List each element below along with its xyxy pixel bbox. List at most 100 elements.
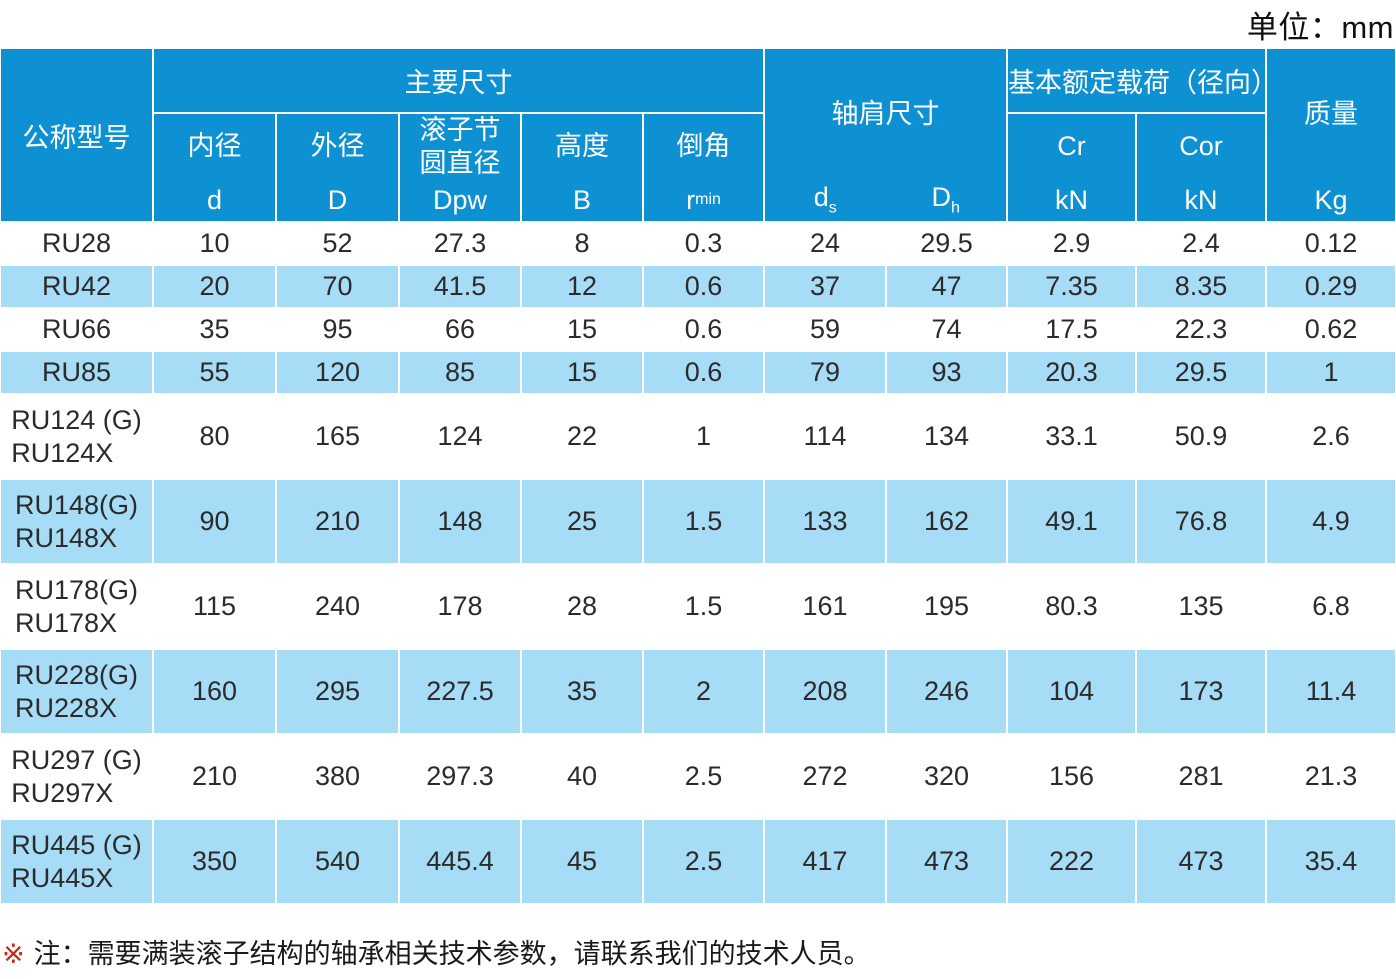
value-cell: 29.5 [1136, 351, 1266, 394]
value-cell: 281 [1136, 734, 1266, 819]
model-cell: RU297 (G) RU297X [0, 734, 153, 819]
value-cell: 79 [764, 351, 886, 394]
header-outer-diameter: 外径 D [276, 113, 399, 222]
value-cell: 2.9 [1007, 222, 1136, 265]
footnote-text: 注：需要满装滚子结构的轴承相关技术参数，请联系我们的技术人员。 [33, 939, 871, 969]
model-cell: RU178(G) RU178X [0, 564, 153, 649]
value-cell: 66 [399, 308, 521, 351]
value-cell: 0.12 [1266, 222, 1396, 265]
header-symbol-ds: ds [813, 182, 837, 217]
value-cell: 135 [1136, 564, 1266, 649]
value-cell: 80 [153, 394, 276, 479]
header-mass-unit: Kg [1314, 184, 1348, 215]
value-cell: 70 [276, 265, 399, 308]
value-cell: 80.3 [1007, 564, 1136, 649]
value-cell: 1 [643, 394, 764, 479]
value-cell: 7.35 [1007, 265, 1136, 308]
header-shoulder-symbols: ds Dh [765, 179, 1006, 221]
value-cell: 6.8 [1266, 564, 1396, 649]
value-cell: 35 [521, 649, 643, 734]
value-cell: 148 [399, 479, 521, 564]
value-cell: 85 [399, 351, 521, 394]
model-label: RU42 [41, 271, 112, 301]
value-cell: 0.62 [1266, 308, 1396, 351]
value-cell: 195 [886, 564, 1007, 649]
value-cell: 1.5 [643, 564, 764, 649]
value-cell: 35.4 [1266, 819, 1396, 904]
value-cell: 161 [764, 564, 886, 649]
value-cell: 133 [764, 479, 886, 564]
value-cell: 59 [764, 308, 886, 351]
value-cell: 350 [153, 819, 276, 904]
header-mass: 质量 Kg [1266, 48, 1396, 222]
header-cor: Cor kN [1136, 113, 1266, 222]
value-cell: 10 [153, 222, 276, 265]
value-cell: 222 [1007, 819, 1136, 904]
model-label: RU297 (G) RU297X [11, 744, 142, 808]
value-cell: 95 [276, 308, 399, 351]
spec-table: 公称型号 主要尺寸 轴肩尺寸 ds Dh 基本额定载荷（径向） 质量 Kg 内径… [0, 48, 1396, 904]
model-label: RU66 [41, 314, 112, 344]
value-cell: 156 [1007, 734, 1136, 819]
value-cell: 74 [886, 308, 1007, 351]
header-main-dimensions-label: 主要尺寸 [404, 68, 513, 98]
value-cell: 55 [153, 351, 276, 394]
value-cell: 2.5 [643, 734, 764, 819]
value-cell: 240 [276, 564, 399, 649]
value-cell: 0.29 [1266, 265, 1396, 308]
model-cell: RU148(G) RU148X [0, 479, 153, 564]
value-cell: 124 [399, 394, 521, 479]
value-cell: 417 [764, 819, 886, 904]
header-inner-diameter: 内径 d [153, 113, 276, 222]
model-cell: RU28 [0, 222, 153, 265]
header-shoulder-label: 轴肩尺寸 [831, 98, 940, 129]
model-cell: RU228(G) RU228X [0, 649, 153, 734]
footnote: ※ 注：需要满装滚子结构的轴承相关技术参数，请联系我们的技术人员。 [2, 932, 871, 971]
value-cell: 2.4 [1136, 222, 1266, 265]
value-cell: 160 [153, 649, 276, 734]
value-cell: 28 [521, 564, 643, 649]
value-cell: 15 [521, 351, 643, 394]
value-cell: 178 [399, 564, 521, 649]
value-cell: 50.9 [1136, 394, 1266, 479]
value-cell: 104 [1007, 649, 1136, 734]
value-cell: 20.3 [1007, 351, 1136, 394]
value-cell: 45 [521, 819, 643, 904]
value-cell: 0.6 [643, 351, 764, 394]
header-chamfer: 倒角 r min [643, 113, 764, 222]
value-cell: 115 [153, 564, 276, 649]
value-cell: 162 [886, 479, 1007, 564]
value-cell: 272 [764, 734, 886, 819]
value-cell: 473 [886, 819, 1007, 904]
value-cell: 380 [276, 734, 399, 819]
value-cell: 2.5 [643, 819, 764, 904]
header-model: 公称型号 [0, 48, 153, 222]
value-cell: 35 [153, 308, 276, 351]
header-shoulder-dimensions: 轴肩尺寸 ds Dh [764, 48, 1007, 222]
header-main-dimensions: 主要尺寸 [153, 48, 764, 113]
value-cell: 29.5 [886, 222, 1007, 265]
header-cr: Cr kN [1007, 113, 1136, 222]
header-symbol-dh: Dh [931, 182, 960, 217]
value-cell: 2.6 [1266, 394, 1396, 479]
header-basic-load: 基本额定载荷（径向） [1007, 48, 1266, 113]
header-basic-load-label: 基本额定载荷（径向） [1008, 68, 1266, 98]
model-cell: RU85 [0, 351, 153, 394]
value-cell: 12 [521, 265, 643, 308]
value-cell: 52 [276, 222, 399, 265]
value-cell: 22.3 [1136, 308, 1266, 351]
value-cell: 11.4 [1266, 649, 1396, 734]
value-cell: 1 [1266, 351, 1396, 394]
value-cell: 27.3 [399, 222, 521, 265]
unit-label: 单位：mm [1246, 10, 1394, 45]
value-cell: 8.35 [1136, 265, 1266, 308]
value-cell: 2 [643, 649, 764, 734]
model-label: RU28 [41, 228, 112, 258]
value-cell: 17.5 [1007, 308, 1136, 351]
value-cell: 40 [521, 734, 643, 819]
value-cell: 8 [521, 222, 643, 265]
header-height: 高度 B [521, 113, 643, 222]
value-cell: 114 [764, 394, 886, 479]
value-cell: 208 [764, 649, 886, 734]
